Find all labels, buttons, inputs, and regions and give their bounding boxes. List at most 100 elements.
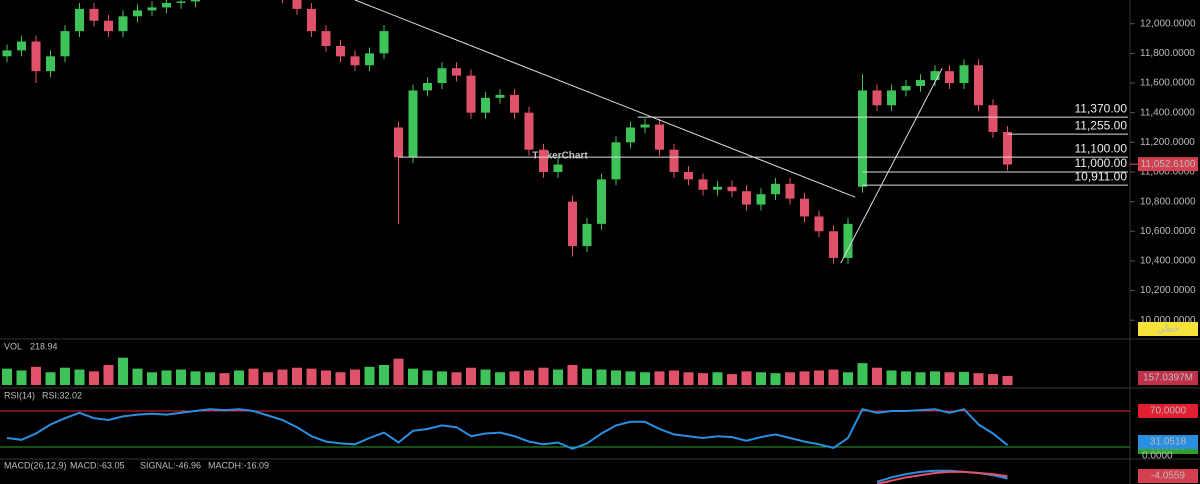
volume-bar	[379, 365, 389, 385]
volume-bar	[2, 368, 12, 385]
candle-body	[626, 127, 635, 143]
volume-bar	[988, 374, 998, 385]
candle-body	[713, 186, 722, 190]
volume-bar	[89, 371, 99, 385]
y-tick-label: 11,000.0000	[1140, 167, 1195, 178]
volume-bar	[292, 367, 302, 385]
candle-body	[539, 149, 548, 172]
panel-readout: MACDH:-16.09	[208, 460, 269, 470]
level-label: 11,255.00	[1075, 118, 1128, 132]
macd-line	[876, 470, 1008, 484]
volume-bar	[321, 370, 331, 385]
trendline	[840, 67, 943, 264]
candle-body	[756, 194, 766, 205]
y-tick-label: 12,000.0000	[1140, 18, 1196, 29]
level-label: 10,911.00	[1075, 169, 1128, 183]
volume-bar	[437, 371, 447, 385]
level-label: 11,370.00	[1075, 101, 1128, 115]
volume-bar	[45, 372, 56, 385]
volume-bar	[669, 370, 679, 385]
candle-body	[394, 127, 403, 158]
candle-body	[60, 31, 70, 57]
y-tick-label: 11,600.0000	[1140, 78, 1195, 89]
level-label: 11,000.00	[1075, 156, 1128, 170]
volume-bar	[886, 370, 897, 385]
candle-body	[553, 164, 563, 172]
rsi-floor-label: 0.0000	[1142, 451, 1173, 462]
rsi-tag-box	[1138, 435, 1198, 450]
candle-body	[481, 97, 490, 113]
candle-body	[292, 0, 302, 9]
candle-body	[176, 1, 186, 3]
watermark: TickerChart	[532, 151, 588, 162]
rsi-panel	[0, 408, 1130, 450]
candle-body	[466, 75, 476, 113]
volume-bar	[16, 370, 27, 385]
volume-bar	[814, 370, 824, 385]
macd-panel	[876, 469, 1008, 484]
y-tick-label: 10,400.0000	[1140, 256, 1196, 267]
candle-body	[452, 68, 461, 76]
volume-bar	[219, 373, 230, 385]
rsi-tick-label-box	[1138, 404, 1198, 418]
volume-bar	[582, 368, 592, 385]
volume-bar	[538, 367, 549, 385]
candle-body	[379, 31, 389, 54]
panel-readout: RSI:32.02	[42, 390, 82, 400]
candle-body	[655, 124, 664, 150]
volume-bar	[944, 372, 955, 385]
candle-body	[307, 8, 316, 32]
volume-bar	[654, 371, 665, 385]
rsi-tick-label: 70.0000	[1150, 406, 1187, 417]
candle-body	[800, 198, 809, 217]
candle-body	[104, 20, 113, 32]
candle-body	[1003, 131, 1012, 165]
candle-body	[611, 142, 621, 180]
candle-body	[510, 94, 519, 113]
rsi-line	[6, 408, 1009, 450]
volume-bar	[234, 370, 244, 385]
volume-bar	[959, 371, 969, 385]
candle-body	[568, 201, 577, 247]
panel-readout: MACD:-63.05	[70, 460, 125, 470]
y-tick-label: 10,800.0000	[1140, 196, 1196, 207]
last-price-tag-box	[1138, 157, 1198, 172]
candle-body	[771, 183, 780, 195]
candle-body	[365, 53, 374, 66]
volume-panel	[2, 357, 1013, 385]
volume-bar	[118, 357, 128, 385]
panel-title: VOL	[4, 341, 22, 351]
volume-bar	[263, 372, 273, 385]
volume-bar	[828, 369, 839, 385]
candle-body	[698, 179, 708, 190]
volume-bar	[60, 367, 70, 385]
candle-body	[17, 41, 26, 51]
volume-bar	[147, 372, 157, 385]
candle-body	[2, 50, 12, 57]
candle-body	[524, 112, 534, 150]
volume-bar	[132, 368, 143, 385]
candle-body	[75, 8, 84, 32]
candle-body	[901, 85, 911, 91]
volume-bar	[785, 372, 795, 385]
volume-bar	[596, 369, 607, 385]
y-tick-label: 10,200.0000	[1140, 285, 1196, 296]
candle-body	[597, 179, 606, 224]
panel-title: MACD(26,12,9)	[4, 460, 67, 470]
volume-bar	[350, 369, 360, 385]
volume-bar	[205, 372, 215, 385]
candle-body	[930, 71, 940, 81]
volume-bar	[857, 363, 868, 385]
volume-bar	[770, 373, 781, 385]
panel-title: RSI(14)	[4, 390, 35, 400]
rsi-tag: 31.0518	[1150, 437, 1187, 448]
volume-bar	[756, 372, 766, 385]
volume-bar	[741, 371, 752, 385]
volume-bar	[843, 372, 853, 385]
volume-bar	[161, 370, 172, 385]
candle-body	[858, 90, 867, 187]
level-label: 11,100.00	[1075, 141, 1128, 155]
volume-bar	[190, 371, 201, 385]
